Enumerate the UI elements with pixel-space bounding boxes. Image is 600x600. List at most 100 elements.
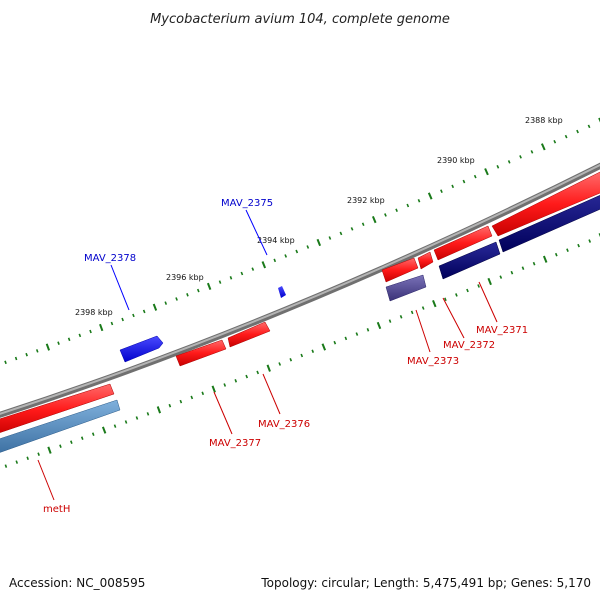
outer-scale-tick [132, 313, 135, 318]
outer-scale-tick [553, 139, 557, 144]
inner-scale-tick [91, 432, 95, 436]
inner-scale-tick [101, 426, 107, 434]
gene-arrow-mav-2378[interactable] [119, 335, 164, 363]
outer-scale-tick [484, 168, 489, 176]
gene-arrow-large-left[interactable] [0, 383, 115, 436]
outer-scale-tick [519, 155, 522, 159]
inner-scale-tick [577, 243, 580, 248]
inner-scale-tick [432, 300, 437, 308]
inner-scale-tick [333, 340, 337, 345]
inner-scale-tick [566, 248, 569, 252]
gene-label-mav-2375[interactable]: MAV_2375 [221, 198, 273, 209]
inner-scale-tick [70, 440, 73, 444]
outer-scale-tick [175, 297, 178, 301]
inner-scale-tick [542, 255, 548, 263]
inner-scale-tick [201, 391, 205, 396]
gene-label-mav-2372[interactable]: MAV_2372 [443, 340, 495, 351]
outer-scale-tick [339, 231, 343, 236]
inner-scale-tick [455, 293, 458, 297]
inner-scale-tick [80, 436, 84, 440]
inner-scale-tick [124, 420, 128, 424]
outer-scale-tick [78, 333, 82, 338]
inner-scale-tick [266, 364, 271, 372]
outer-scale-tick [99, 323, 104, 332]
outer-scale-tick [361, 222, 365, 227]
inner-scale-tick [146, 412, 150, 416]
inner-scale-tick [37, 452, 40, 456]
gene-arrow-mav-2371-b[interactable] [491, 171, 600, 237]
outer-scale-tick [45, 343, 51, 351]
gene-bar-slate[interactable] [385, 274, 427, 302]
inner-scale-tick [532, 261, 536, 266]
outer-scale-tick [316, 238, 322, 247]
inner-scale-tick [487, 277, 492, 286]
outer-scale-tick [121, 317, 124, 322]
gene-arrow-mav-2372[interactable] [417, 251, 434, 270]
outer-scale-tick [384, 213, 387, 217]
inner-scale-tick [223, 383, 227, 387]
inner-scale-tick [168, 403, 172, 408]
scale-label-2398: 2398 kbp [75, 308, 113, 317]
outer-scale-tick [576, 129, 579, 134]
outer-scale-tick [25, 352, 28, 357]
outer-scale-tick [14, 356, 18, 361]
inner-scale-tick [234, 379, 238, 383]
outer-scale-tick [496, 164, 500, 169]
outer-scale-tick [507, 160, 511, 164]
inner-scale-tick [190, 395, 194, 400]
outer-scale-tick [371, 216, 377, 224]
gene-arrow-mav-2377[interactable] [175, 339, 227, 367]
gene-arrow-mav-2373[interactable] [381, 257, 419, 283]
inner-scale-tick [4, 464, 8, 468]
gene-label-mav-2377[interactable]: MAV_2377 [209, 438, 261, 449]
inner-scale-tick [15, 460, 19, 464]
inner-scale-tick [477, 284, 480, 288]
outer-scale-tick [67, 337, 71, 342]
gene-label-mav-2371[interactable]: MAV_2371 [476, 325, 528, 336]
gene-bar-navy-a[interactable] [438, 241, 501, 280]
topology-summary-text: Topology: circular; Length: 5,475,491 bp… [260, 576, 591, 590]
gene-arrow-mav-2371-a[interactable] [433, 225, 493, 261]
outer-scale-tick [186, 293, 189, 297]
outer-scale-tick [473, 174, 477, 179]
outer-scale-tick [395, 208, 398, 213]
gene-label-meth[interactable]: metH [43, 504, 70, 515]
inner-scale-tick [211, 385, 216, 393]
outer-scale-tick [350, 227, 354, 231]
outer-scale-tick [406, 203, 410, 208]
label-leaders [37, 209, 498, 501]
outer-scale-tick [164, 301, 168, 305]
scale-label-2392: 2392 kbp [347, 196, 385, 205]
inner-scale-tick [388, 319, 392, 323]
map-title: Mycobacterium avium 104, complete genome [150, 12, 450, 27]
gene-arrow-mav-2375[interactable] [278, 286, 286, 298]
outer-scale-tick [57, 341, 60, 345]
outer-scale-tick [540, 143, 546, 151]
outer-scale-tick [196, 288, 200, 293]
inner-scale-tick [135, 416, 139, 420]
outer-scale-tick [306, 245, 310, 249]
inner-scale-tick [26, 456, 29, 460]
gene-bar-steel[interactable] [0, 399, 121, 456]
outer-scale-tick [89, 329, 92, 334]
outer-scale-tick [261, 261, 267, 269]
genome-backbone [0, 162, 600, 418]
gene-label-mav-2376[interactable]: MAV_2376 [258, 419, 310, 430]
inner-scale-tick [278, 362, 282, 366]
scale-label-2394: 2394 kbp [257, 236, 295, 245]
scale-label-2396: 2396 kbp [166, 273, 204, 282]
gene-label-mav-2378[interactable]: MAV_2378 [84, 253, 136, 264]
outer-scale-tick [328, 236, 332, 240]
gene-arrow-mav-2376[interactable] [227, 321, 271, 348]
outer-scale-tick [440, 189, 443, 194]
inner-scale-tick [376, 321, 382, 330]
outer-scale-tick [564, 134, 568, 139]
scale-label-2390: 2390 kbp [437, 156, 475, 165]
gene-label-mav-2373[interactable]: MAV_2373 [407, 356, 459, 367]
outer-scale-tick [229, 276, 233, 280]
gene-bar-navy-b[interactable] [498, 190, 600, 253]
inner-scale-tick [366, 328, 370, 332]
inner-scale-tick [311, 349, 315, 353]
outer-scale-track [4, 117, 600, 365]
inner-scale-tick [421, 306, 425, 310]
